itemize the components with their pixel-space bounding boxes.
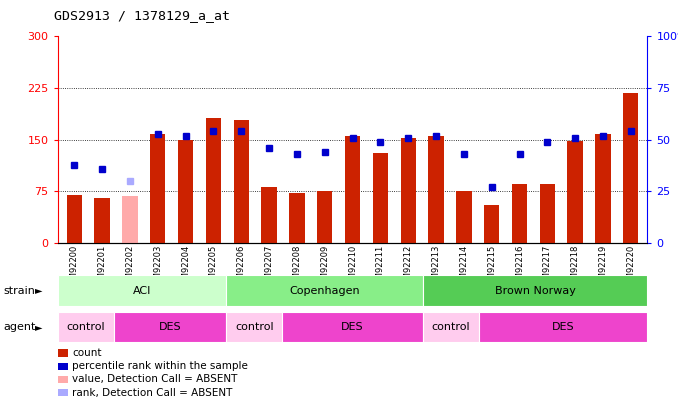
Text: Copenhagen: Copenhagen — [289, 286, 360, 296]
Text: value, Detection Call = ABSENT: value, Detection Call = ABSENT — [72, 374, 237, 384]
Bar — [94, 198, 110, 243]
Text: ACI: ACI — [133, 286, 151, 296]
Text: ►: ► — [35, 322, 43, 332]
Bar — [345, 136, 360, 243]
Bar — [58, 275, 226, 306]
Bar — [428, 136, 443, 243]
Text: Brown Norway: Brown Norway — [495, 286, 576, 296]
Text: DES: DES — [552, 322, 574, 332]
Bar — [282, 312, 423, 342]
Text: DES: DES — [159, 322, 181, 332]
Bar — [262, 187, 277, 243]
Bar — [290, 194, 304, 243]
Text: percentile rank within the sample: percentile rank within the sample — [72, 361, 248, 371]
Bar — [206, 118, 221, 243]
Bar — [226, 275, 423, 306]
Text: rank, Detection Call = ABSENT: rank, Detection Call = ABSENT — [72, 388, 233, 398]
Text: DES: DES — [341, 322, 364, 332]
Bar — [58, 312, 114, 342]
Bar — [122, 196, 138, 243]
Text: agent: agent — [3, 322, 36, 332]
Bar — [373, 153, 388, 243]
Bar — [58, 376, 68, 383]
Bar — [423, 275, 647, 306]
Bar — [512, 185, 527, 243]
Text: control: control — [432, 322, 470, 332]
Text: control: control — [235, 322, 273, 332]
Bar — [401, 139, 416, 243]
Bar — [623, 93, 639, 243]
Bar — [66, 195, 82, 243]
Bar — [226, 312, 282, 342]
Bar — [114, 312, 226, 342]
Bar — [595, 134, 611, 243]
Bar — [58, 362, 68, 370]
Bar — [150, 134, 165, 243]
Bar — [484, 205, 499, 243]
Bar — [317, 192, 332, 243]
Text: GDS2913 / 1378129_a_at: GDS2913 / 1378129_a_at — [54, 9, 231, 22]
Bar — [58, 389, 68, 396]
Text: control: control — [66, 322, 105, 332]
Bar — [423, 312, 479, 342]
Bar — [456, 192, 471, 243]
Text: strain: strain — [3, 286, 35, 296]
Bar — [58, 350, 68, 357]
Bar — [567, 141, 583, 243]
Text: ►: ► — [35, 286, 43, 296]
Text: count: count — [72, 348, 102, 358]
Bar — [540, 185, 555, 243]
Bar — [479, 312, 647, 342]
Bar — [234, 120, 249, 243]
Bar — [178, 140, 193, 243]
